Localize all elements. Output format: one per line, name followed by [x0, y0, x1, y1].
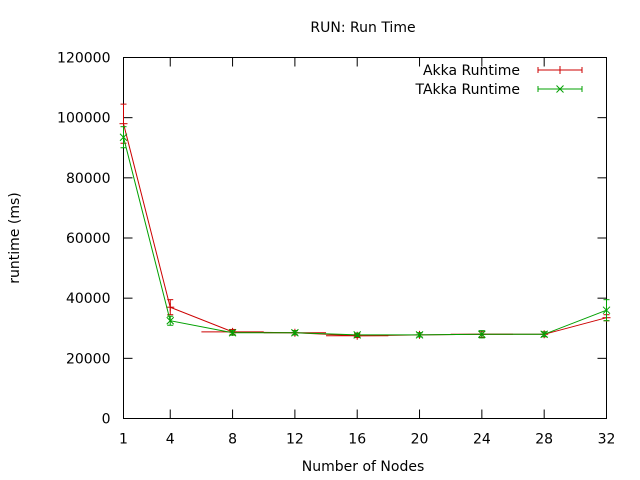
series-line — [123, 123, 607, 337]
chart-title: RUN: Run Time — [310, 20, 415, 36]
cross-marker — [291, 328, 299, 337]
cross-marker — [602, 306, 611, 315]
y-tick-label: 100000 — [57, 111, 110, 127]
plot-frame — [123, 57, 607, 419]
plus-marker — [166, 303, 175, 312]
y-tick-label: 120000 — [57, 51, 110, 67]
series-akka — [119, 103, 611, 340]
x-tick-label: 1 — [119, 432, 128, 448]
x-tick-label: 20 — [411, 432, 429, 448]
legend: Akka Runtime TAkka Runtime — [414, 63, 583, 98]
y-tick-label: 0 — [102, 412, 111, 428]
series-layer — [119, 103, 611, 340]
x-axis-label: Number of Nodes — [302, 459, 424, 475]
legend-label: Akka Runtime — [423, 63, 520, 79]
cross-marker — [540, 330, 549, 339]
x-tick-label: 16 — [348, 432, 366, 448]
cross-marker — [556, 85, 564, 93]
x-tick-label: 24 — [473, 432, 491, 448]
legend-swatch — [537, 66, 583, 74]
legend-label: TAkka Runtime — [414, 82, 520, 98]
y-tick-label: 20000 — [66, 351, 111, 367]
cross-marker — [415, 331, 424, 339]
series-line — [123, 137, 607, 336]
x-tick-label: 12 — [286, 432, 304, 448]
y-tick-label: 40000 — [66, 291, 111, 307]
cross-marker — [228, 328, 237, 337]
y-tick-label: 80000 — [66, 171, 111, 187]
x-tick-label: 8 — [228, 432, 237, 448]
cross-marker — [478, 330, 486, 339]
cross-marker — [353, 331, 362, 339]
x-tick-label: 28 — [535, 432, 553, 448]
plus-marker — [556, 66, 564, 74]
x-axis: 1 4 8 12 16 20 24 28 32 — [119, 57, 616, 448]
legend-swatch — [537, 85, 583, 93]
cross-marker — [119, 133, 128, 142]
x-tick-label: 32 — [598, 432, 616, 448]
x-tick-label: 4 — [166, 432, 175, 448]
y-axis-label: runtime (ms) — [7, 192, 23, 283]
y-axis: 0 20000 40000 60000 80000 100000 120000 — [57, 51, 607, 428]
cross-marker — [166, 316, 175, 325]
series-takka — [119, 126, 611, 339]
y-tick-label: 60000 — [66, 231, 111, 247]
